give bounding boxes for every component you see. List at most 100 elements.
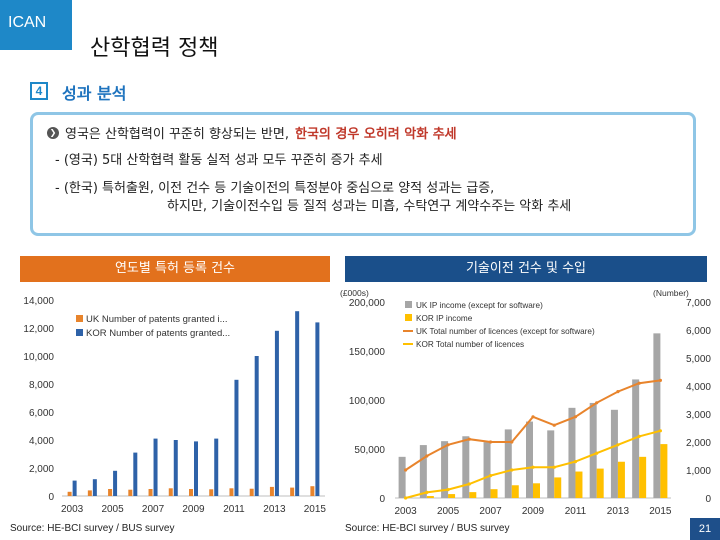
y-tick-label: 6,000 <box>29 408 54 419</box>
x-tick-label: 2007 <box>479 506 502 517</box>
bar-kor <box>254 356 259 496</box>
bar-uk-ip-income <box>483 442 491 498</box>
line-point <box>446 443 450 447</box>
bar-kor <box>173 440 178 496</box>
bar-kor <box>295 311 300 496</box>
legend-swatch <box>76 315 83 322</box>
x-tick-label: 2009 <box>522 506 545 517</box>
line-point <box>616 443 620 447</box>
bar-uk-ip-income <box>504 429 512 498</box>
bar-kor <box>113 470 118 496</box>
bar-uk-ip-income <box>419 445 427 498</box>
line-point <box>404 496 408 500</box>
bar-kor <box>133 452 138 496</box>
line-point <box>488 474 493 478</box>
bar-kor-ip-income <box>554 477 562 498</box>
x-tick-label: 2005 <box>437 506 460 517</box>
bar-kor-ip-income <box>426 496 434 498</box>
legend-label: KOR IP income <box>416 314 473 323</box>
line-point <box>531 465 535 469</box>
bar-uk-ip-income <box>610 409 618 498</box>
bar-uk-ip-income <box>441 441 449 498</box>
x-tick-label: 2009 <box>182 504 205 515</box>
bar-kor <box>92 479 97 496</box>
y-tick-label: 8,000 <box>29 380 54 391</box>
right-axis-unit: (Number) <box>653 288 689 298</box>
bar-kor <box>153 438 158 496</box>
right-y-tick-label: 7,000 <box>686 298 711 309</box>
left-y-tick-label: 100,000 <box>349 396 386 407</box>
right-source: Source: HE-BCI survey / BUS survey <box>345 523 510 534</box>
summary-kor-line: - (한국) 특허출원, 이전 건수 등 기술이전의 특정분야 중심으로 양적 … <box>47 180 679 216</box>
summary-main-highlight: 한국의 경우 오히려 악화 추세 <box>294 127 457 142</box>
bar-uk <box>209 489 214 496</box>
bar-kor-ip-income <box>660 444 668 498</box>
y-tick-label: 10,000 <box>23 352 54 363</box>
bar-kor-ip-income <box>469 492 477 498</box>
page-title: 산학협력 정책 <box>90 36 219 61</box>
line-point <box>616 390 620 394</box>
summary-kor-line-1: - (한국) 특허출원, 이전 건수 등 기술이전의 특정분야 중심으로 양적 … <box>55 181 495 197</box>
bar-uk <box>168 488 173 496</box>
x-tick-label: 2015 <box>649 506 672 517</box>
summary-main-line: ❯ 영국은 산학협력이 꾸준히 향상되는 반면, 한국의 경우 오히려 악화 추… <box>47 123 679 142</box>
bar-kor <box>214 438 219 496</box>
x-tick-label: 2007 <box>142 504 165 515</box>
line-point <box>510 468 514 472</box>
bar-kor-ip-income <box>596 468 604 498</box>
bar-uk <box>148 489 153 496</box>
line-point <box>573 460 578 464</box>
bar-uk <box>108 489 113 496</box>
bar-uk-ip-income <box>589 402 597 498</box>
line-point <box>573 415 578 419</box>
legend-label: KOR Total number of licences <box>416 340 524 349</box>
line-point <box>637 381 641 385</box>
bar-kor-ip-income <box>575 471 583 498</box>
y-tick-label: 0 <box>48 492 54 503</box>
y-tick-label: 12,000 <box>23 324 54 335</box>
summary-uk-line: - (영국) 5대 산학협력 활동 실적 성과 모두 꾸준히 증가 추세 <box>55 153 383 168</box>
right-y-tick-label: 1,000 <box>686 466 711 477</box>
right-y-tick-label: 3,000 <box>686 410 711 421</box>
bar-uk <box>249 488 254 496</box>
x-tick-label: 2013 <box>607 506 630 517</box>
y-tick-label: 14,000 <box>23 296 54 307</box>
line-point <box>658 378 662 382</box>
summary-kor-line-2: 하지만, 기술이전수입 등 질적 성과는 미흡, 수탁연구 계약수주는 악화 추… <box>167 199 572 215</box>
left-axis-unit: (£000s) <box>340 288 369 298</box>
right-y-tick-label: 5,000 <box>686 354 711 365</box>
bar-kor-ip-income <box>511 485 519 498</box>
line-point <box>595 451 599 455</box>
bar-uk-ip-income <box>568 407 576 498</box>
bar-uk <box>310 486 315 496</box>
bar-kor <box>274 330 279 496</box>
bar-kor <box>194 441 198 496</box>
right-y-tick-label: 0 <box>705 494 711 505</box>
left-y-tick-label: 0 <box>379 494 385 505</box>
bar-uk <box>128 489 133 496</box>
x-tick-label: 2005 <box>101 504 124 515</box>
line-point <box>404 468 408 472</box>
bar-kor-ip-income <box>639 456 647 498</box>
section-number-badge: 4 <box>30 82 48 100</box>
line-point <box>637 434 641 438</box>
line-point <box>467 437 471 441</box>
line-point <box>446 488 450 492</box>
summary-main-prefix: 영국은 산학협력이 꾸준히 향상되는 반면, <box>65 127 289 142</box>
x-tick-label: 2003 <box>61 504 84 515</box>
line-point <box>552 465 556 469</box>
right-y-tick-label: 2,000 <box>686 438 711 449</box>
line-point <box>425 454 429 458</box>
bar-kor <box>315 322 320 496</box>
legend-label: UK IP income (except for software) <box>416 301 543 310</box>
legend-label: UK Total number of licences (except for … <box>416 327 595 336</box>
left-chart-header: 연도별 특허 등록 건수 <box>20 256 330 282</box>
line-point <box>531 415 535 419</box>
summary-box: ❯ 영국은 산학협력이 꾸준히 향상되는 반면, 한국의 경우 오히려 악화 추… <box>30 112 696 236</box>
line-point <box>488 440 493 444</box>
bar-kor-ip-income <box>448 494 456 498</box>
bar-kor-ip-income <box>617 461 625 498</box>
left-y-tick-label: 50,000 <box>354 445 385 456</box>
bar-kor <box>72 480 77 496</box>
page-number: 21 <box>690 518 720 540</box>
